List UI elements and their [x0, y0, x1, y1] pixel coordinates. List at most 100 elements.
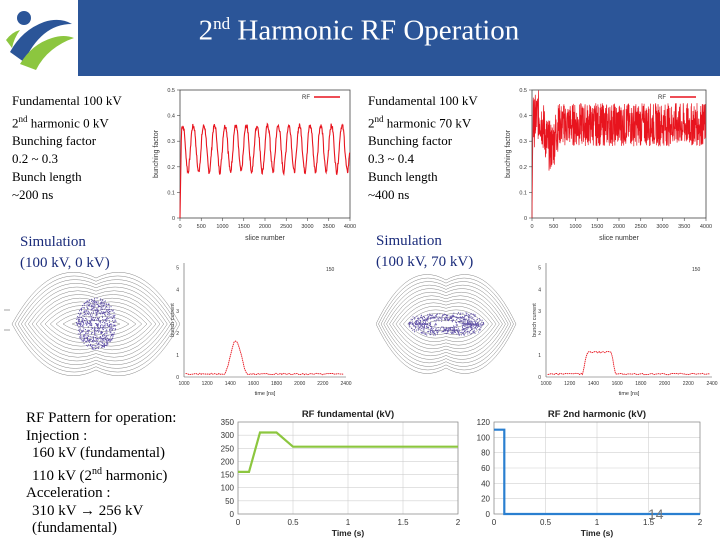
right-bf-value: 0.3 ~ 0.4	[368, 151, 415, 167]
left-bf-label: Bunching factor	[12, 133, 97, 149]
y-tick-label: 0	[538, 375, 541, 381]
y-tick-label: 3	[538, 309, 541, 315]
x-tick-label: 3500	[323, 224, 335, 230]
x-tick-label: 3000	[301, 224, 313, 230]
x-tick-label: 2400	[340, 381, 351, 387]
y-tick-label: 80	[481, 449, 490, 458]
x-tick-label: 1000	[178, 381, 189, 387]
institution-logo	[2, 2, 78, 74]
x-tick-label: 2500	[635, 224, 647, 230]
y-tick-label: 20	[481, 495, 490, 504]
y-tick-label: 0.3	[167, 139, 175, 145]
phase-contour	[21, 283, 171, 365]
bunching-factor-chart-left: 0 0.1 0.2 0.3 0.4 0.5 0 500 1000 1500 2000 2500 3000…	[153, 88, 356, 242]
y-tick-label: 50	[225, 497, 234, 506]
x-tick-label: 1800	[635, 381, 646, 387]
x-axis-label: time [ns]	[255, 391, 276, 397]
y-tick-label: 0.2	[519, 165, 527, 171]
x-tick-label: 1200	[202, 381, 213, 387]
y-tick-label: 120	[477, 418, 491, 427]
x-tick-label: 1400	[588, 381, 599, 387]
y-tick-label: 1	[176, 353, 179, 359]
chart-title: RF 2nd harmonic (kV)	[548, 409, 646, 420]
pattern-acc-fund: (fundamental)	[32, 520, 117, 536]
series-line	[179, 122, 351, 219]
phase-contour	[389, 291, 503, 357]
y-tick-label: 250	[221, 444, 235, 453]
page-number: 14	[648, 506, 664, 522]
profile-line	[185, 340, 344, 376]
y-tick-label: 100	[221, 484, 235, 493]
x-tick-label: 1000	[569, 224, 581, 230]
left-fundamental: Fundamental 100 kV	[12, 93, 122, 108]
right-bf-label: Bunching factor	[368, 133, 453, 149]
series-line	[238, 431, 458, 473]
x-tick-label: 0	[236, 518, 241, 527]
phase-contour	[35, 297, 157, 351]
y-tick-label: 0	[230, 510, 235, 519]
y-tick-label: 0.5	[167, 88, 175, 94]
y-tick-label: 0	[524, 216, 527, 222]
header-bar: 2nd Harmonic RF Operation	[0, 0, 720, 76]
phase-contour	[44, 305, 148, 343]
right-simulation-label: Simulation (100 kV, 70 kV)	[376, 231, 473, 273]
x-tick-label: 2200	[317, 381, 328, 387]
y-tick-label: 0	[176, 375, 179, 381]
y-tick-label: 0.1	[519, 190, 527, 196]
phase-contour	[378, 277, 514, 371]
legend-label: RF	[658, 95, 666, 101]
y-axis-label: bunching factor	[505, 129, 512, 178]
y-tick-label: 0.2	[167, 165, 175, 171]
x-tick-label: 2000	[294, 381, 305, 387]
x-tick-label: 3000	[656, 224, 668, 230]
phase-contour	[17, 279, 175, 369]
right-params: Fundamental 100 kV 2nd harmonic 70 kV Bu…	[368, 92, 478, 204]
phase-contour	[399, 302, 493, 346]
y-tick-label: 40	[481, 479, 490, 488]
x-tick-label: 0	[492, 518, 497, 527]
particle-cloud	[76, 297, 117, 350]
pattern-injection: Injection :	[26, 427, 88, 444]
left-sim-title: Simulation	[20, 234, 86, 250]
left-bf-value: 0.2 ~ 0.3	[12, 151, 59, 167]
y-tick-label: 0.1	[167, 190, 175, 196]
x-tick-label: 2000	[659, 381, 670, 387]
phase-contour	[392, 295, 500, 353]
bunch-profile-plot-left: 0 1 2 3 4 5 1000 1200 1400 1600 1800 2000 2200 2400 ti…	[170, 263, 352, 397]
series-line	[531, 90, 706, 219]
y-tick-label: 5	[538, 265, 541, 271]
y-tick-label: 0	[172, 216, 175, 222]
x-tick-label: 0	[530, 224, 533, 230]
x-tick-label: 2200	[683, 381, 694, 387]
x-tick-label: 2	[698, 518, 703, 527]
pattern-inj-harm: 110 kV (2nd harmonic)	[32, 465, 168, 484]
left-bl-value: ~200 ns	[12, 187, 54, 203]
y-tick-label: 0.4	[167, 114, 175, 120]
phase-contour	[395, 299, 497, 349]
left-sim-params: (100 kV, 0 kV)	[20, 255, 110, 271]
x-tick-label: 1600	[248, 381, 259, 387]
particle-cloud	[408, 312, 485, 336]
y-tick-label: 1	[538, 353, 541, 359]
x-tick-label: 0.5	[540, 518, 552, 527]
y-axis-label: bunching factor	[153, 129, 160, 178]
x-tick-label: 500	[197, 224, 206, 230]
x-tick-label: 1	[595, 518, 600, 527]
legend-label: 150	[326, 267, 335, 273]
phase-contour	[62, 316, 130, 332]
y-tick-label: 0	[486, 510, 491, 519]
y-tick-label: 200	[221, 457, 235, 466]
y-tick-label: 2	[538, 331, 541, 337]
x-tick-label: 0	[178, 224, 181, 230]
y-tick-label: 100	[477, 433, 491, 442]
phase-contour	[27, 290, 165, 358]
phase-contour	[383, 285, 509, 363]
x-tick-label: 1000	[540, 381, 551, 387]
x-tick-label: 1200	[564, 381, 575, 387]
phase-contour	[407, 309, 485, 339]
phase-contour	[386, 288, 506, 360]
phase-contour	[24, 286, 168, 362]
plot-frame	[237, 421, 459, 515]
right-fundamental: Fundamental 100 kV	[368, 93, 478, 108]
x-axis-label: Time (s)	[581, 528, 614, 538]
